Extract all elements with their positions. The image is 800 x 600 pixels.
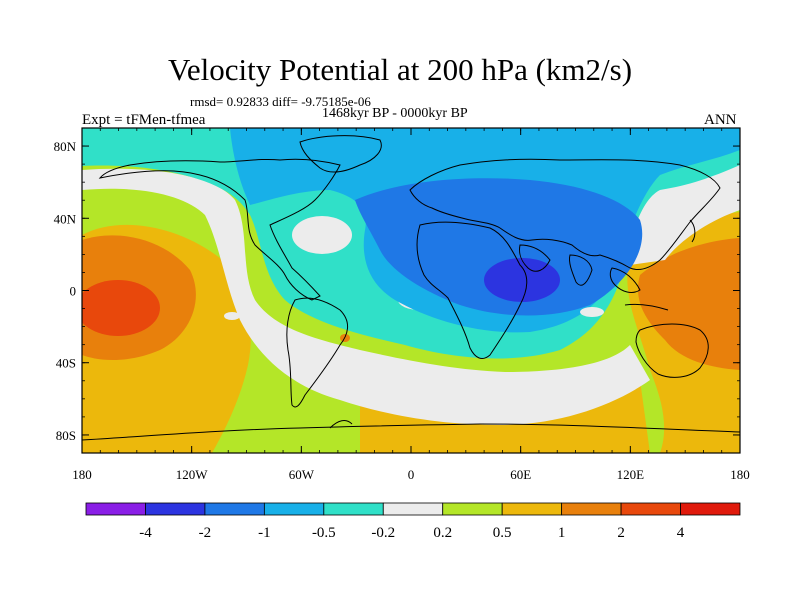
minor-ticks	[82, 128, 740, 453]
lat-tick-label: 40S	[56, 356, 76, 371]
colorbar-label: -2	[199, 525, 212, 541]
lon-tick-label: 180	[72, 467, 92, 482]
time-period-label: 1468kyr BP - 0000kyr BP	[322, 106, 468, 121]
colorbar-swatch	[204, 502, 265, 516]
colorbar-swatch	[561, 502, 622, 516]
coastlines	[82, 135, 740, 441]
colorbar-swatch	[382, 502, 444, 516]
lon-tick-label: 120E	[617, 467, 645, 482]
colorbar: -4 -2 -1 -0.5 -0.2 0.2 0.5 1 2 4	[85, 502, 741, 541]
colorbar-swatch	[323, 502, 384, 516]
experiment-label: Expt = tFMen-tfmea	[82, 112, 206, 128]
colorbar-swatch	[442, 502, 503, 516]
lon-tick-label: 60E	[510, 467, 531, 482]
longitude-ticks: 180 120W 60W 0 60E 120E 180	[72, 128, 750, 482]
lon-tick-label: 180	[730, 467, 750, 482]
colorbar-swatch	[145, 502, 206, 516]
colorbar-label: 1	[558, 525, 566, 541]
colorbar-label: -0.2	[371, 525, 395, 541]
colorbar-label: -0.5	[312, 525, 336, 541]
season-label: ANN	[704, 112, 737, 128]
colorbar-label: 2	[617, 525, 625, 541]
colorbar-swatch	[680, 502, 741, 516]
colorbar-label: 0.5	[493, 525, 512, 541]
colorbar-label: -1	[258, 525, 271, 541]
lat-tick-label: 40N	[54, 211, 77, 226]
colorbar-label: -4	[139, 525, 152, 541]
lon-tick-label: 0	[408, 467, 415, 482]
lon-tick-label: 120W	[176, 467, 209, 482]
colorbar-label: 4	[677, 525, 685, 541]
colorbar-swatch	[620, 502, 681, 516]
latitude-ticks: 80N 40N 0 40S 80S	[54, 139, 740, 443]
colorbar-label: 0.2	[433, 525, 452, 541]
colorbar-swatch	[263, 502, 325, 516]
lon-tick-label: 60W	[289, 467, 315, 482]
filled-contours	[82, 128, 740, 453]
colorbar-swatch	[501, 502, 563, 516]
lat-tick-label: 80S	[56, 428, 76, 443]
colorbar-swatch	[85, 502, 146, 516]
lat-tick-label: 0	[70, 284, 77, 299]
plot-title: Velocity Potential at 200 hPa (km2/s)	[167, 52, 633, 87]
lat-tick-label: 80N	[54, 139, 77, 154]
rmsd-diff-stats: rmsd= 0.92833 diff= -9.75185e-06	[190, 94, 371, 109]
